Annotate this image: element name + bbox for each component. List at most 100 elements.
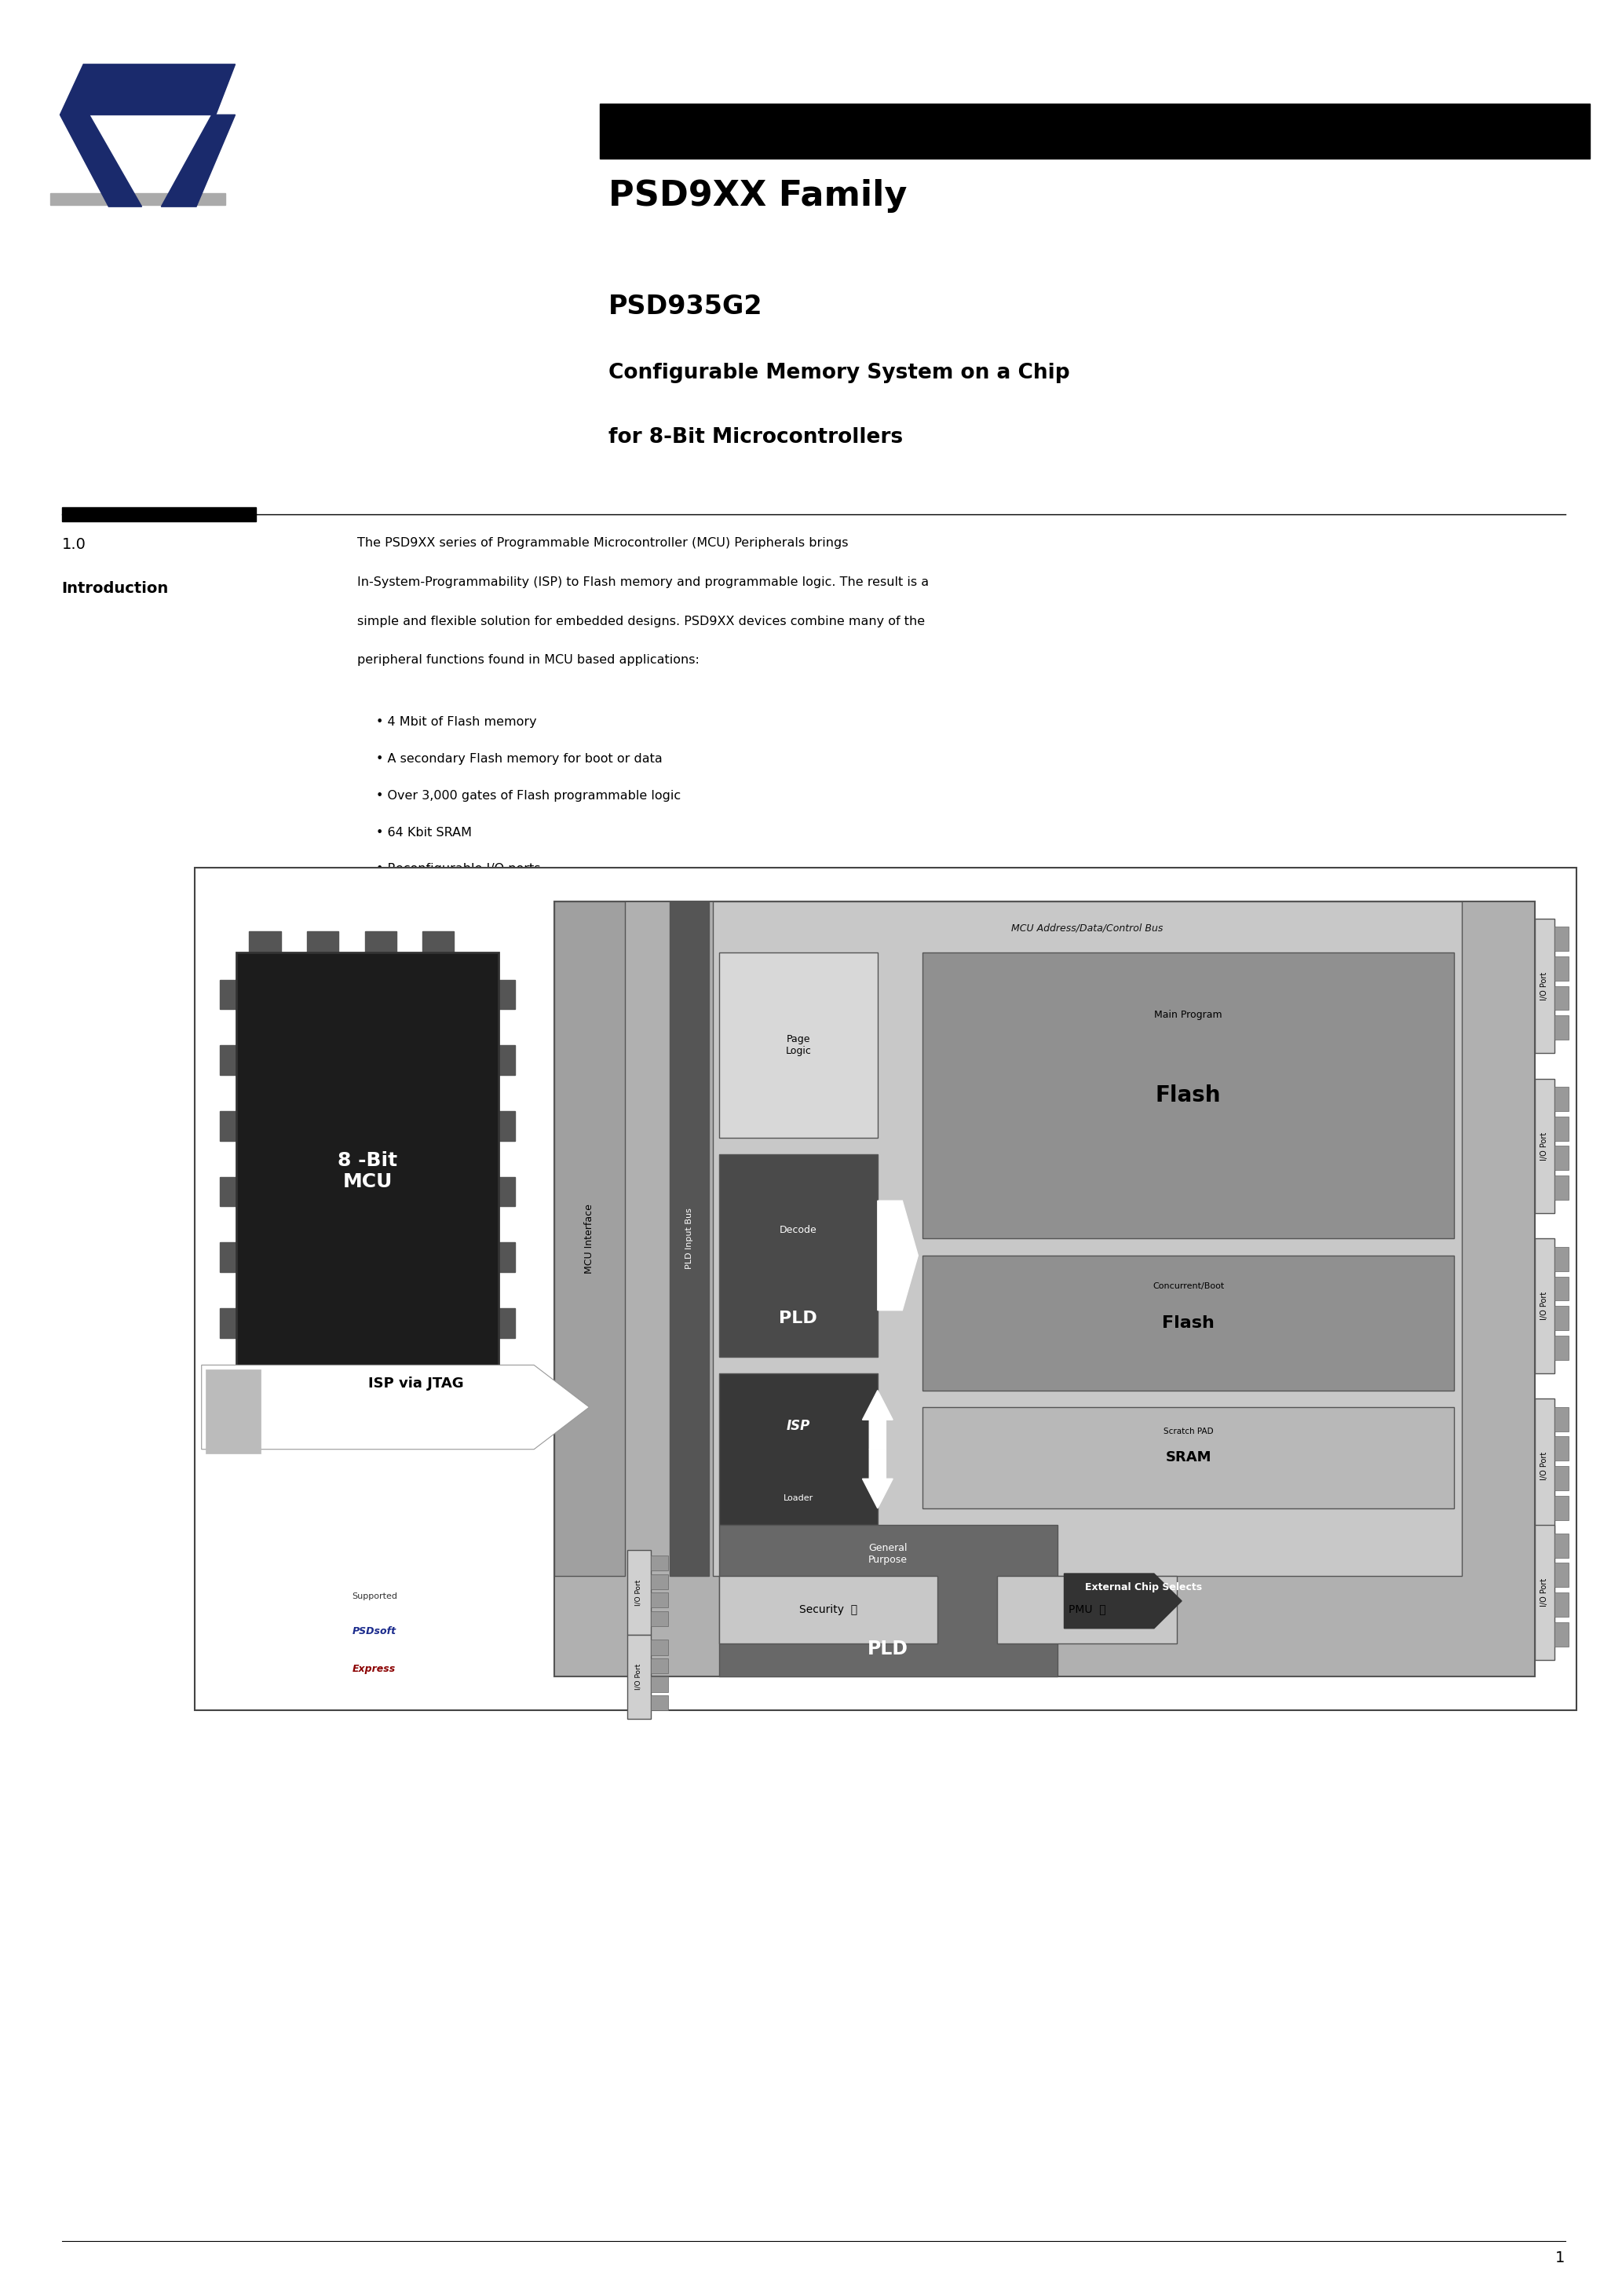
Bar bbox=[1554, 955, 1568, 980]
Text: MCU Address/Data/Control Bus: MCU Address/Data/Control Bus bbox=[1011, 923, 1163, 932]
Bar bbox=[1554, 985, 1568, 1010]
Bar bbox=[1554, 1277, 1568, 1300]
Bar bbox=[1554, 1306, 1568, 1329]
Text: MCU Interface: MCU Interface bbox=[584, 1203, 594, 1274]
Bar bbox=[1534, 918, 1554, 1054]
Bar bbox=[498, 1309, 516, 1339]
Text: PSDsoft: PSDsoft bbox=[352, 1626, 396, 1637]
Bar bbox=[719, 1575, 938, 1644]
Bar bbox=[1554, 1593, 1568, 1616]
Bar bbox=[1554, 1015, 1568, 1040]
Bar bbox=[365, 1391, 396, 1412]
Bar bbox=[600, 103, 1590, 158]
Text: Flash: Flash bbox=[1155, 1084, 1221, 1107]
Bar bbox=[1554, 1534, 1568, 1557]
Bar bbox=[555, 902, 1534, 1676]
Text: Main Program: Main Program bbox=[1155, 1010, 1223, 1019]
Text: General
Purpose: General Purpose bbox=[868, 1543, 908, 1566]
Text: Decode: Decode bbox=[780, 1226, 817, 1235]
Bar bbox=[219, 1045, 237, 1075]
Text: Concurrent/Boot: Concurrent/Boot bbox=[1153, 1283, 1225, 1290]
Text: I/O Port: I/O Port bbox=[1541, 1132, 1549, 1159]
FancyArrow shape bbox=[1064, 1573, 1182, 1628]
Text: PSD9XX Family: PSD9XX Family bbox=[608, 179, 907, 214]
Bar bbox=[923, 1256, 1453, 1391]
Bar bbox=[1534, 1398, 1554, 1534]
Bar bbox=[650, 1676, 668, 1692]
Text: Loader: Loader bbox=[783, 1495, 813, 1502]
Text: I/O Port: I/O Port bbox=[634, 1580, 642, 1605]
Bar bbox=[650, 1639, 668, 1655]
Text: simple and flexible solution for embedded designs. PSD9XX devices combine many o: simple and flexible solution for embedde… bbox=[357, 615, 925, 627]
Bar bbox=[219, 1242, 237, 1272]
Bar bbox=[307, 932, 339, 953]
Text: I/O Port: I/O Port bbox=[634, 1665, 642, 1690]
Bar bbox=[206, 1368, 261, 1453]
Text: SRAM: SRAM bbox=[1165, 1451, 1212, 1465]
Bar bbox=[1554, 1495, 1568, 1520]
Bar bbox=[628, 1635, 650, 1720]
Bar bbox=[498, 1111, 516, 1141]
Text: 8 -Bit
MCU: 8 -Bit MCU bbox=[337, 1150, 397, 1192]
Bar bbox=[923, 1407, 1453, 1508]
Text: ISP via JTAG: ISP via JTAG bbox=[368, 1375, 464, 1391]
Text: External Chip Selects: External Chip Selects bbox=[1085, 1582, 1202, 1593]
Bar bbox=[1554, 1146, 1568, 1171]
Text: Flash: Flash bbox=[1161, 1316, 1215, 1332]
FancyArrow shape bbox=[863, 1391, 892, 1449]
Text: ISP: ISP bbox=[787, 1419, 809, 1433]
Text: PLD Input Bus: PLD Input Bus bbox=[686, 1208, 693, 1270]
Text: Page
Logic: Page Logic bbox=[785, 1033, 811, 1056]
Bar bbox=[719, 1155, 878, 1357]
Text: • Programmable power management.: • Programmable power management. bbox=[376, 900, 616, 912]
Text: • 64 Kbit SRAM: • 64 Kbit SRAM bbox=[376, 827, 472, 838]
Bar bbox=[237, 953, 498, 1391]
Text: Configurable Memory System on a Chip: Configurable Memory System on a Chip bbox=[608, 363, 1069, 383]
Bar bbox=[422, 932, 454, 953]
Text: 1.0: 1.0 bbox=[62, 537, 86, 551]
Bar bbox=[650, 1694, 668, 1711]
Bar bbox=[250, 932, 281, 953]
Bar bbox=[1554, 1176, 1568, 1201]
Bar bbox=[250, 1391, 281, 1412]
Text: Security  🔒: Security 🔒 bbox=[800, 1605, 858, 1614]
Bar bbox=[1554, 1336, 1568, 1359]
Text: • A secondary Flash memory for boot or data: • A secondary Flash memory for boot or d… bbox=[376, 753, 663, 765]
Text: PSD935G2: PSD935G2 bbox=[608, 294, 762, 319]
Bar bbox=[1554, 1407, 1568, 1430]
Text: PLD: PLD bbox=[779, 1311, 817, 1327]
Text: In-System-Programmability (ISP) to Flash memory and programmable logic. The resu: In-System-Programmability (ISP) to Flash… bbox=[357, 576, 928, 588]
Text: PLD: PLD bbox=[868, 1639, 908, 1658]
Text: • Over 3,000 gates of Flash programmable logic: • Over 3,000 gates of Flash programmable… bbox=[376, 790, 681, 801]
Text: I/O Port: I/O Port bbox=[1541, 1451, 1549, 1481]
Bar bbox=[498, 980, 516, 1010]
Bar bbox=[1534, 1525, 1554, 1660]
Text: • 4 Mbit of Flash memory: • 4 Mbit of Flash memory bbox=[376, 716, 537, 728]
Bar bbox=[307, 1391, 339, 1412]
Text: The PSD9XX series of Programmable Microcontroller (MCU) Peripherals brings: The PSD9XX series of Programmable Microc… bbox=[357, 537, 848, 549]
FancyArrow shape bbox=[201, 1366, 589, 1449]
Text: Scratch PAD: Scratch PAD bbox=[1163, 1428, 1213, 1435]
Text: I/O Port: I/O Port bbox=[1541, 971, 1549, 1001]
Bar bbox=[1554, 1116, 1568, 1141]
Polygon shape bbox=[60, 64, 235, 115]
Bar bbox=[219, 1309, 237, 1339]
Bar bbox=[714, 902, 1461, 1575]
Bar bbox=[555, 902, 624, 1575]
Bar bbox=[1554, 1623, 1568, 1646]
Bar bbox=[1554, 1086, 1568, 1111]
Text: I/O Port: I/O Port bbox=[1541, 1577, 1549, 1607]
Bar bbox=[1534, 1238, 1554, 1373]
Text: I/O Port: I/O Port bbox=[1541, 1293, 1549, 1320]
Bar bbox=[50, 193, 225, 204]
Bar bbox=[219, 980, 237, 1010]
Bar bbox=[670, 902, 709, 1575]
Text: 1: 1 bbox=[1555, 2250, 1565, 2264]
Bar bbox=[498, 1242, 516, 1272]
Text: Supported: Supported bbox=[352, 1593, 397, 1600]
Bar bbox=[195, 868, 1577, 1711]
Bar bbox=[719, 953, 878, 1137]
Text: for 8-Bit Microcontrollers: for 8-Bit Microcontrollers bbox=[608, 427, 903, 448]
Bar bbox=[650, 1593, 668, 1607]
Polygon shape bbox=[60, 115, 141, 207]
